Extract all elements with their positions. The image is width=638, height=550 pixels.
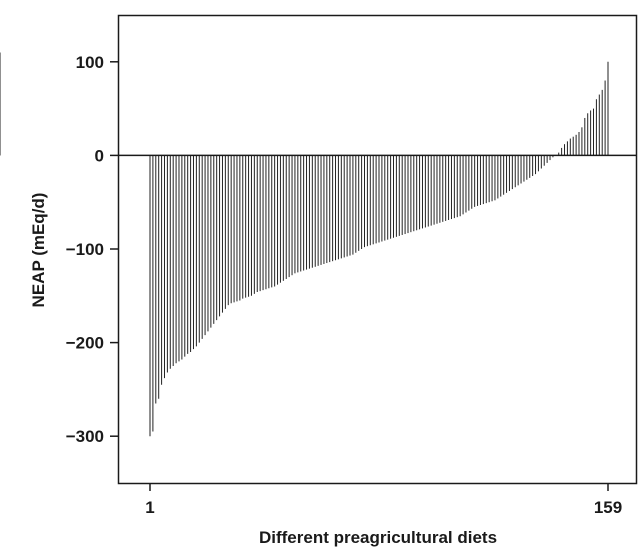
y-tick-label: 0	[95, 146, 104, 165]
x-axis-title: Different preagricultural diets	[259, 528, 497, 547]
x-axis: 1 159	[145, 483, 622, 517]
x-tick-label: 159	[594, 498, 622, 517]
y-axis: 100 0 −100 −200 −300	[66, 53, 118, 446]
y-tick-label: −200	[66, 334, 104, 353]
y-axis-title: NEAP (mEq/d)	[29, 193, 48, 308]
x-tick-label: 1	[145, 498, 154, 517]
plot-frame	[117, 14, 638, 485]
y-tick-label: −300	[66, 427, 104, 446]
y-tick-label: 100	[76, 53, 104, 72]
y-tick-label: −100	[66, 240, 104, 259]
bar-series	[0, 52, 609, 437]
